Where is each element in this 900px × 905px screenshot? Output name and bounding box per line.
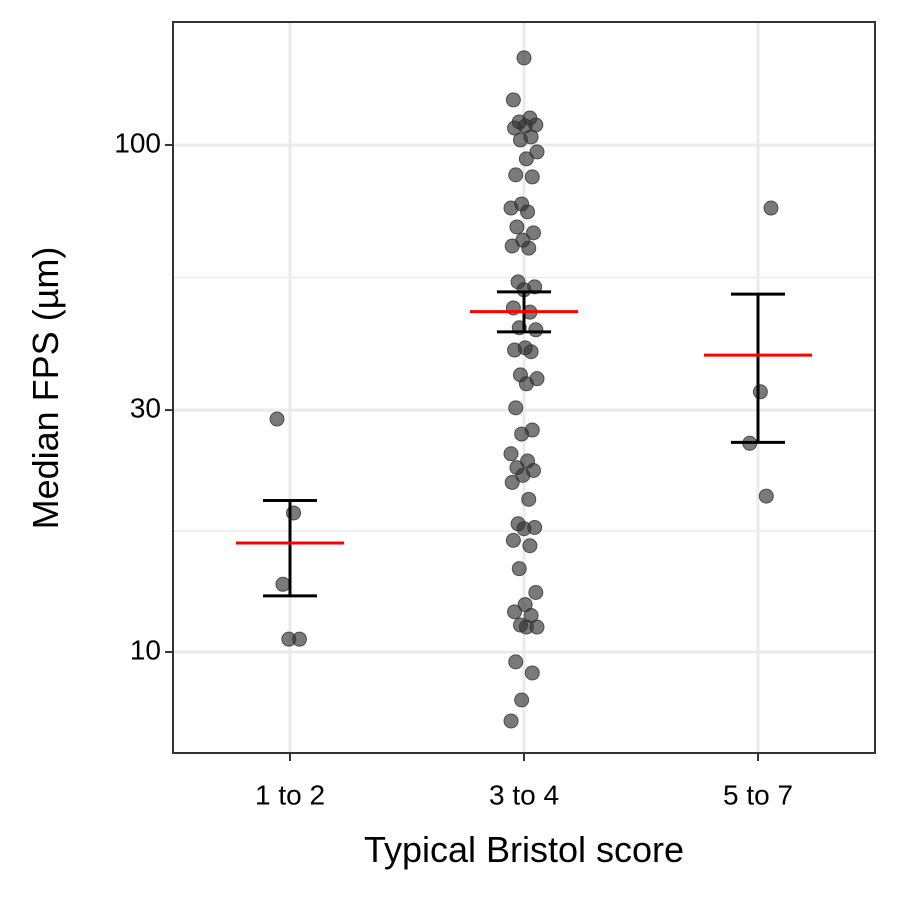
data-point <box>281 631 297 647</box>
data-point <box>504 238 520 254</box>
data-point <box>521 240 537 256</box>
data-point <box>518 376 534 392</box>
data-point <box>515 467 531 483</box>
data-point <box>521 491 537 507</box>
data-point <box>763 200 779 216</box>
y-tick-label: 10 <box>130 634 161 665</box>
data-point <box>524 169 540 185</box>
data-point <box>507 120 523 136</box>
x-tick-label: 1 to 2 <box>255 779 325 810</box>
data-point <box>516 50 532 66</box>
data-point <box>529 144 545 160</box>
data-point <box>523 344 539 360</box>
data-point <box>509 219 525 235</box>
data-point <box>504 474 520 490</box>
data-point <box>520 204 536 220</box>
data-point <box>505 92 521 108</box>
data-point <box>269 411 285 427</box>
x-axis-title: Typical Bristol score <box>364 829 684 870</box>
data-point <box>758 488 774 504</box>
data-point <box>512 132 528 148</box>
data-point <box>514 692 530 708</box>
data-point <box>528 585 544 601</box>
data-point <box>524 665 540 681</box>
data-point <box>508 400 524 416</box>
data-point <box>508 654 524 670</box>
data-point <box>518 619 534 635</box>
data-point <box>518 151 534 167</box>
data-point <box>516 521 532 537</box>
data-point <box>528 322 544 338</box>
y-axis-title: Median FPS (µm) <box>25 247 66 530</box>
y-tick-label: 100 <box>114 127 161 158</box>
data-point <box>507 342 523 358</box>
data-point <box>514 426 530 442</box>
data-point <box>505 532 521 548</box>
data-point <box>503 446 519 462</box>
data-point <box>525 225 541 241</box>
data-point <box>522 538 538 554</box>
data-point <box>508 167 524 183</box>
data-point <box>503 713 519 729</box>
data-point <box>752 384 768 400</box>
x-tick-label: 3 to 4 <box>489 779 559 810</box>
data-point <box>511 561 527 577</box>
x-tick-label: 5 to 7 <box>723 779 793 810</box>
data-point <box>275 576 291 592</box>
y-tick-label: 30 <box>130 392 161 423</box>
data-point <box>503 200 519 216</box>
data-point <box>507 604 523 620</box>
marks <box>236 50 812 729</box>
